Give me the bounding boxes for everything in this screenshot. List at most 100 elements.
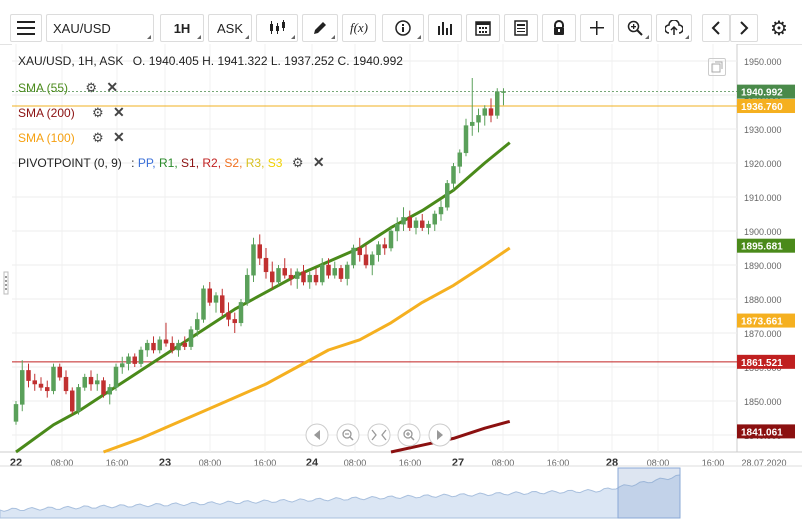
- navigator-window[interactable]: [617, 467, 681, 519]
- candle-body: [32, 380, 37, 385]
- chart-area[interactable]: 1950.0001940.0001930.0001920.0001910.000…: [0, 44, 802, 523]
- plot-background: [12, 44, 737, 452]
- triangle-left-icon: [314, 430, 320, 440]
- candle-body: [138, 349, 144, 364]
- nav-zoom-out-button[interactable]: [336, 423, 360, 447]
- gear-icon[interactable]: ⚙: [85, 80, 98, 95]
- candle-body: [38, 383, 44, 388]
- interval-label: 1H: [173, 20, 191, 36]
- calendar-button[interactable]: [466, 14, 500, 42]
- chart-type-button[interactable]: [256, 14, 298, 42]
- legend-sma55[interactable]: SMA (55) ⚙ ✕: [18, 79, 118, 96]
- price-label-text: 1861.521: [741, 358, 783, 369]
- hamburger-icon: [17, 21, 35, 35]
- zoom-out-icon: [342, 429, 352, 439]
- dropdown-corner-icon: [685, 35, 689, 39]
- y-tick-label: 1890.000: [744, 261, 782, 271]
- ohlc-values: O. 1940.405 H. 1941.322 L. 1937.252 C. 1…: [132, 54, 403, 68]
- x-tick-label: 16:00: [702, 458, 725, 468]
- lock-button[interactable]: [542, 14, 576, 42]
- candle-body: [457, 152, 462, 167]
- nav-fit-button[interactable]: [367, 423, 391, 447]
- candle-body: [145, 342, 150, 351]
- candle-body: [445, 183, 450, 208]
- close-icon[interactable]: ✕: [113, 129, 125, 145]
- nav-zoom-in-button[interactable]: [397, 423, 421, 447]
- candle-body: [51, 366, 56, 392]
- price-label-text: 1841.061: [741, 427, 783, 438]
- dropdown-corner-icon: [147, 35, 151, 39]
- upload-button[interactable]: [656, 14, 692, 42]
- candle-body: [195, 319, 200, 330]
- pivot-s1: S1,: [181, 156, 200, 170]
- close-icon[interactable]: ✕: [106, 79, 119, 95]
- candle-body: [363, 254, 369, 266]
- candle-body: [351, 247, 356, 266]
- candle-body: [413, 220, 419, 228]
- info-button[interactable]: [382, 14, 424, 42]
- candle-body: [338, 268, 344, 279]
- price-type-selector[interactable]: ASK: [208, 14, 252, 42]
- x-tick-label: 08:00: [199, 458, 222, 468]
- legend-sma200[interactable]: SMA (200) ⚙ ✕: [18, 104, 125, 121]
- candle-body: [101, 380, 106, 395]
- template-button[interactable]: [504, 14, 538, 42]
- candle-body: [13, 404, 19, 422]
- volume-button[interactable]: [428, 14, 462, 42]
- candle-body: [226, 312, 231, 320]
- gear-icon[interactable]: ⚙: [92, 130, 104, 145]
- zoom-button[interactable]: [618, 14, 652, 42]
- price-label-text: 1940.992: [741, 88, 783, 99]
- gear-icon[interactable]: ⚙: [92, 105, 104, 120]
- candle-body: [76, 387, 81, 412]
- dropdown-corner-icon: [645, 35, 649, 39]
- candle-body: [451, 166, 456, 184]
- lock-icon: [554, 20, 564, 35]
- scroll-right-button[interactable]: [730, 14, 758, 42]
- indicators-button[interactable]: f(x): [342, 14, 376, 42]
- settings-button[interactable]: ⚙: [764, 14, 794, 42]
- candlestick-icon: [270, 20, 285, 34]
- pivot-s3: S3: [267, 156, 283, 170]
- sma55-line: [15, 141, 511, 454]
- y-tick-label: 1920.000: [744, 159, 782, 169]
- crosshair-button[interactable]: [580, 14, 614, 42]
- instrument-label: XAU/USD, 1H, ASK: [18, 54, 124, 68]
- candle-body: [370, 254, 375, 266]
- draw-tool-button[interactable]: [302, 14, 338, 42]
- scroll-left-button[interactable]: [702, 14, 730, 42]
- candle-body: [132, 356, 137, 364]
- candle-body: [163, 339, 169, 344]
- candle-body: [313, 274, 319, 283]
- close-icon[interactable]: ✕: [113, 104, 125, 120]
- sma100-line: [102, 246, 511, 454]
- maximize-button[interactable]: [708, 58, 726, 76]
- sma200-label: SMA (200): [18, 106, 75, 120]
- interval-selector[interactable]: 1H: [160, 14, 204, 42]
- scroll-handle-dot: [5, 280, 7, 282]
- x-tick-label: 08:00: [492, 458, 515, 468]
- candle-body: [63, 376, 69, 392]
- gear-icon[interactable]: ⚙: [291, 155, 304, 170]
- price-chart[interactable]: 1950.0001940.0001930.0001920.0001910.000…: [0, 44, 802, 523]
- candle-body: [157, 339, 162, 351]
- candle-body: [107, 387, 112, 395]
- symbol-selector[interactable]: XAU/USD: [46, 14, 154, 42]
- menu-button[interactable]: [10, 14, 42, 42]
- candle-body: [432, 213, 437, 225]
- legend-sma100[interactable]: SMA (100) ⚙ ✕: [18, 129, 125, 146]
- crosshair-icon: [590, 21, 604, 35]
- candle-body: [482, 108, 487, 116]
- candle-body: [376, 244, 381, 256]
- symbol-label: XAU/USD: [53, 20, 111, 36]
- candle-body: [120, 363, 125, 368]
- x-tick-label: 16:00: [254, 458, 277, 468]
- legend-pivotpoint[interactable]: PIVOTPOINT (0, 9) : PP, R1, S1, R2, S2, …: [18, 154, 325, 171]
- x-tick-label: 28.07.2020: [741, 458, 786, 468]
- candle-body: [238, 302, 244, 324]
- candle-body: [388, 230, 394, 249]
- gear-icon: ⚙: [770, 17, 788, 40]
- pivot-label: PIVOTPOINT (0, 9): [18, 156, 122, 170]
- close-icon[interactable]: ✕: [312, 154, 325, 170]
- zoom-out-handle: [349, 436, 354, 441]
